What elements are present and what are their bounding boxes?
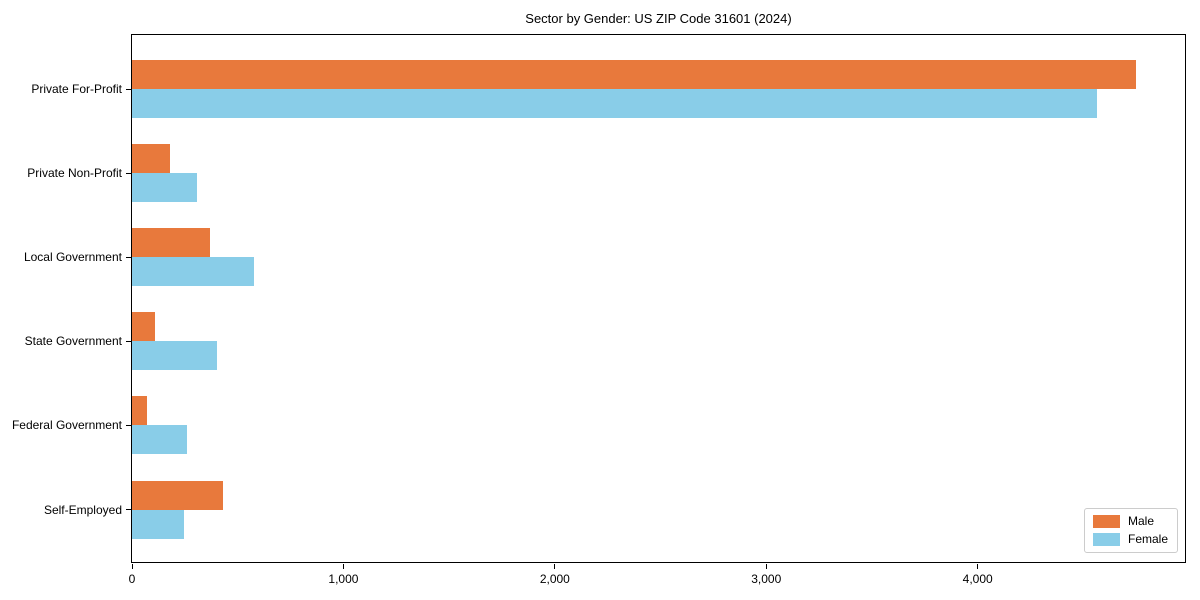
- bar-male-5: [132, 480, 223, 510]
- y-tick-mark: [126, 256, 132, 258]
- x-tick-label: 2,000: [539, 572, 570, 586]
- bar-female-5: [132, 509, 184, 539]
- y-tick-label: Federal Government: [11, 418, 122, 433]
- chart-title: Sector by Gender: US ZIP Code 31601 (202…: [525, 11, 792, 26]
- x-tick-mark: [342, 564, 344, 569]
- bar-male-1: [132, 144, 171, 174]
- legend-label: Male: [1127, 514, 1154, 528]
- y-tick-label: Self-Employed: [43, 502, 122, 517]
- bar-female-1: [132, 173, 197, 203]
- y-tick-label: Private Non-Profit: [27, 166, 122, 181]
- x-tick-label: 3,000: [751, 572, 782, 586]
- legend: Male Female: [1083, 508, 1178, 553]
- plot-area: Male Female Private For-Profit Private Non…: [12, 34, 1186, 586]
- legend-swatch-male: [1092, 514, 1120, 528]
- y-tick-mark: [126, 424, 132, 426]
- bar-female-0: [132, 89, 1098, 118]
- bar-male-4: [132, 396, 147, 426]
- legend-item-male: Male: [1092, 514, 1168, 528]
- y-tick-label: State Government: [24, 334, 122, 349]
- legend-item-female: Female: [1092, 532, 1168, 546]
- bar-female-4: [132, 425, 187, 455]
- x-tick-mark: [765, 564, 767, 569]
- bar-female-2: [132, 257, 254, 287]
- legend-label: Female: [1127, 532, 1168, 546]
- y-tick-mark: [126, 172, 132, 174]
- x-tick-label: 4,000: [962, 572, 993, 586]
- bar-male-2: [132, 228, 211, 258]
- y-tick-label: Private For-Profit: [31, 82, 122, 96]
- y-tick-mark: [126, 509, 132, 510]
- y-tick-mark: [126, 340, 132, 342]
- x-tick-mark: [131, 564, 133, 569]
- y-tick-label: Local Government: [23, 250, 122, 265]
- y-tick-mark: [126, 88, 132, 90]
- bar-male-3: [132, 312, 156, 342]
- x-tick-mark: [977, 564, 979, 569]
- x-tick-mark: [554, 564, 556, 569]
- bar-male-0: [132, 60, 1137, 89]
- legend-swatch-female: [1092, 532, 1120, 546]
- x-tick-label: 1,000: [328, 572, 359, 586]
- x-tick-label: 0: [128, 572, 136, 586]
- bar-female-3: [132, 341, 217, 371]
